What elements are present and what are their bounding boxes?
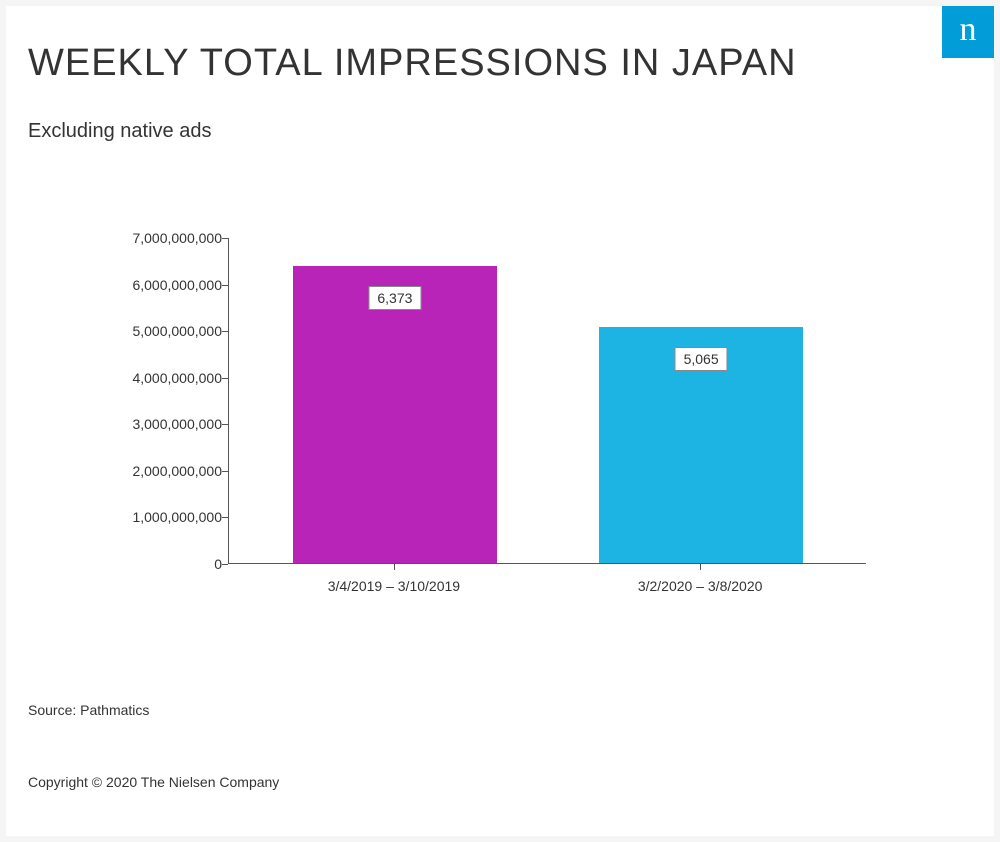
y-axis-tick-mark bbox=[222, 424, 228, 425]
x-axis-category-label: 3/2/2020 – 3/8/2020 bbox=[638, 578, 763, 594]
nielsen-logo-letter: n bbox=[960, 13, 977, 47]
source-text: Source: Pathmatics bbox=[28, 702, 149, 718]
y-axis-tick-mark bbox=[222, 471, 228, 472]
bar-value-label: 5,065 bbox=[675, 347, 728, 371]
y-axis-tick-mark bbox=[222, 378, 228, 379]
y-axis-tick-label: 5,000,000,000 bbox=[112, 323, 222, 339]
y-axis-tick-mark bbox=[222, 517, 228, 518]
x-axis-tick-mark bbox=[700, 564, 701, 570]
y-axis-tick-label: 6,000,000,000 bbox=[112, 277, 222, 293]
x-axis-category-label: 3/4/2019 – 3/10/2019 bbox=[328, 578, 460, 594]
y-axis-tick-label: 3,000,000,000 bbox=[112, 416, 222, 432]
chart-bar bbox=[293, 266, 497, 563]
x-axis-tick-mark bbox=[394, 564, 395, 570]
y-axis-tick-mark bbox=[222, 564, 228, 565]
y-axis-tick-label: 4,000,000,000 bbox=[112, 370, 222, 386]
impressions-bar-chart: 6,373 5,065 0 1,000,000,000 2,000,000,000 3,… bbox=[106, 226, 876, 606]
y-axis-tick-label: 1,000,000,000 bbox=[112, 509, 222, 525]
y-axis-tick-label: 7,000,000,000 bbox=[112, 230, 222, 246]
y-axis-tick-label: 0 bbox=[112, 556, 222, 572]
page-subtitle: Excluding native ads bbox=[28, 120, 211, 143]
bar-value-label: 6,373 bbox=[368, 286, 421, 310]
y-axis-tick-mark bbox=[222, 285, 228, 286]
page-container: n WEEKLY TOTAL IMPRESSIONS IN JAPAN Excl… bbox=[6, 6, 994, 836]
copyright-text: Copyright © 2020 The Nielsen Company bbox=[28, 774, 279, 790]
nielsen-logo: n bbox=[942, 6, 994, 58]
y-axis-tick-label: 2,000,000,000 bbox=[112, 463, 222, 479]
chart-plot-area: 6,373 5,065 bbox=[228, 238, 866, 564]
page-title: WEEKLY TOTAL IMPRESSIONS IN JAPAN bbox=[28, 42, 797, 85]
y-axis-tick-mark bbox=[222, 331, 228, 332]
y-axis-tick-mark bbox=[222, 238, 228, 239]
